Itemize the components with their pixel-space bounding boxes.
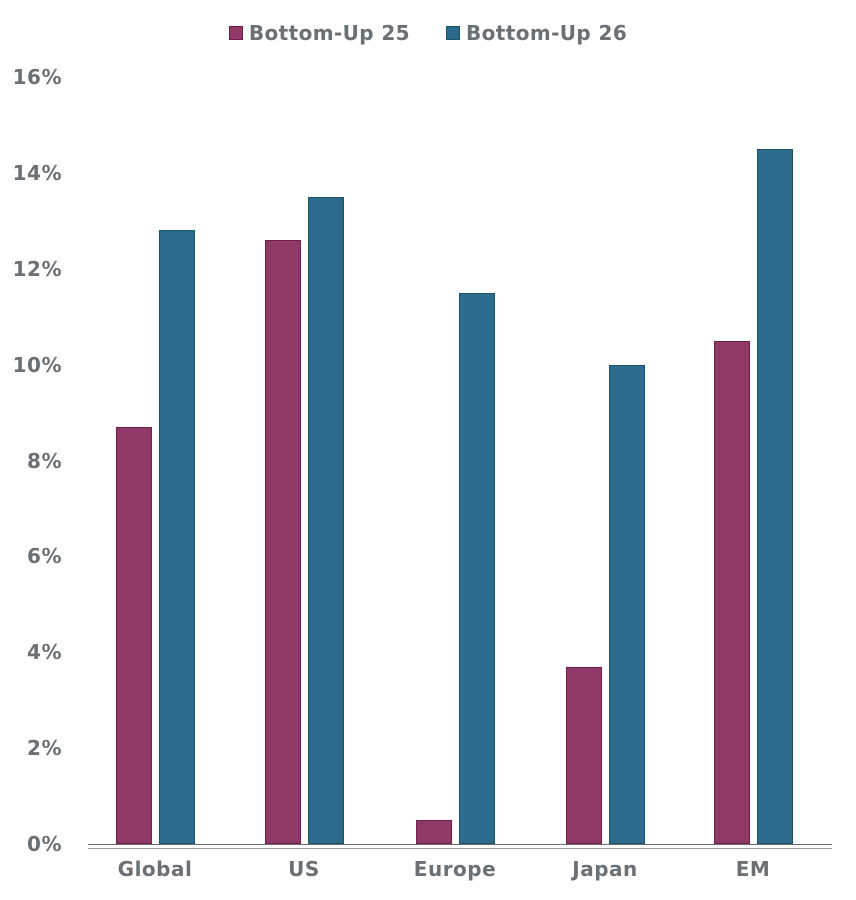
bar-bottom-up-25-europe — [416, 820, 452, 844]
y-tick-label-6: 6% — [27, 544, 62, 568]
y-tick-label-14: 14% — [12, 161, 62, 185]
legend-item-bottom-up-26: Bottom-Up 26 — [446, 21, 627, 45]
bar-bottom-up-26-japan — [609, 365, 645, 844]
x-category-label-em: EM — [735, 857, 771, 881]
x-category-label-europe: Europe — [413, 857, 497, 881]
y-tick-label-8: 8% — [27, 449, 62, 473]
bar-bottom-up-26-us — [308, 197, 344, 844]
bar-bottom-up-26-global — [159, 230, 195, 844]
y-tick-label-0: 0% — [27, 832, 62, 856]
x-category-label-global: Global — [117, 857, 193, 881]
legend-label: Bottom-Up 25 — [248, 21, 410, 45]
bar-bottom-up-26-em — [757, 149, 793, 844]
y-axis: 0% 2% 4% 6% 8% 10% 12% 14% 16% — [0, 0, 62, 900]
bar-bottom-up-25-global — [116, 427, 152, 844]
legend-label: Bottom-Up 26 — [466, 21, 628, 45]
y-tick-label-12: 12% — [12, 257, 62, 281]
x-axis-baseline — [88, 844, 832, 849]
bar-bottom-up-26-europe — [459, 293, 495, 844]
bar-bottom-up-25-us — [265, 240, 301, 844]
legend: Bottom-Up 25 Bottom-Up 26 — [0, 21, 856, 45]
legend-swatch-icon — [446, 26, 460, 40]
y-tick-label-10: 10% — [12, 353, 62, 377]
bar-bottom-up-25-em — [714, 341, 750, 844]
x-category-label-japan: Japan — [572, 857, 638, 881]
y-tick-label-2: 2% — [27, 736, 62, 760]
legend-swatch-icon — [228, 26, 243, 40]
x-category-label-us: US — [288, 857, 320, 881]
bar-bottom-up-25-japan — [566, 667, 602, 844]
legend-item-bottom-up-25: Bottom-Up 25 — [228, 21, 410, 45]
y-tick-label-4: 4% — [27, 640, 62, 664]
y-tick-label-16: 16% — [12, 65, 62, 89]
